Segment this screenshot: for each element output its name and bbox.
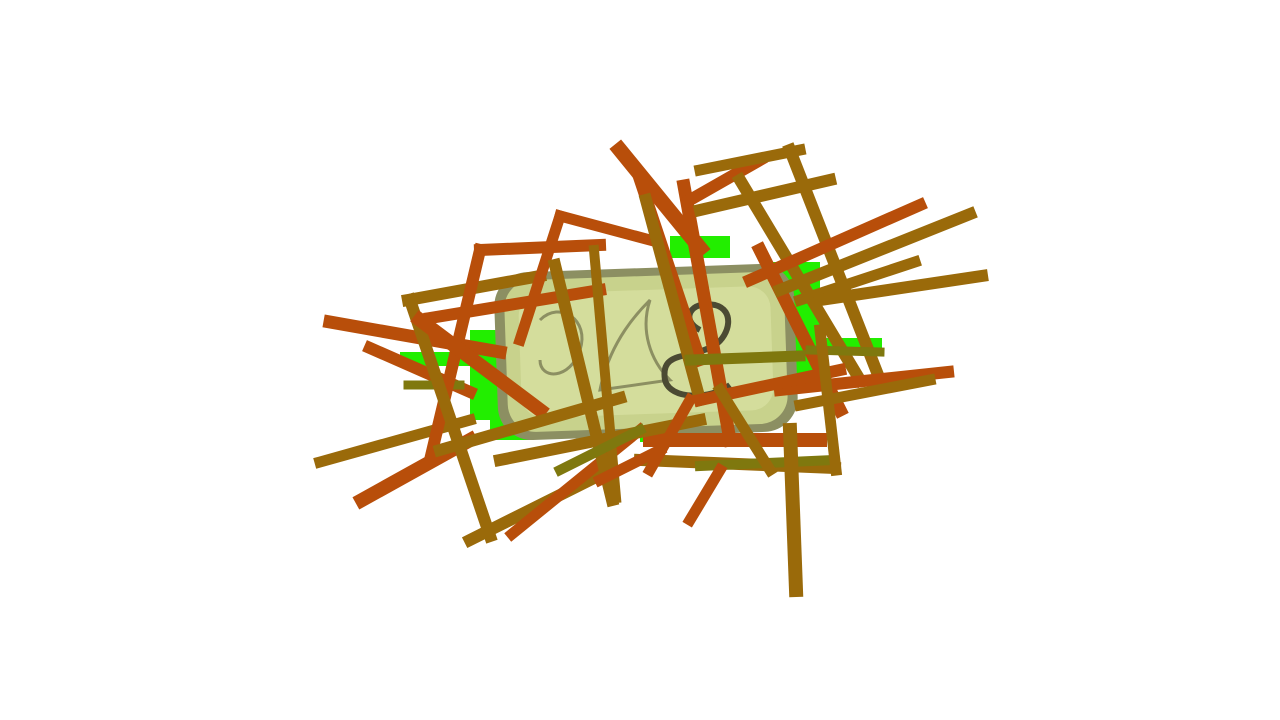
stroke-segment — [638, 192, 708, 408]
stroke-segment — [322, 314, 508, 360]
stroke-segment — [473, 238, 607, 257]
stroke-segment — [693, 143, 807, 177]
tin-emboss-fish — [598, 298, 674, 392]
stroke-segment — [592, 442, 668, 488]
stroke-segment — [547, 257, 620, 508]
stroke-segment — [642, 392, 698, 478]
stroke-segment — [410, 310, 550, 420]
stroke-segment — [492, 412, 708, 468]
stroke-layer — [313, 139, 989, 598]
stroke-segment — [772, 206, 978, 298]
stroke-segment — [813, 323, 843, 477]
stroke-segment — [513, 209, 567, 347]
stroke-segment — [402, 292, 498, 544]
stroke-segment — [773, 365, 955, 397]
stroke-segment — [793, 255, 922, 307]
stroke-segment — [423, 283, 607, 325]
stroke-segment — [553, 209, 657, 247]
green-highlight-patch — [820, 338, 882, 348]
stroke-segment — [813, 269, 989, 307]
stroke-segment — [742, 197, 928, 288]
stroke-segment — [712, 382, 778, 478]
stroke-segment — [313, 413, 477, 469]
stroke-segment — [793, 373, 937, 412]
stroke-segment — [681, 151, 769, 209]
stroke-segment — [782, 422, 804, 598]
stroke-segment — [588, 244, 622, 504]
stroke-segment — [504, 422, 648, 542]
stroke-segment — [553, 423, 647, 477]
stroke-segment — [684, 350, 806, 366]
stroke-segment — [682, 462, 728, 528]
